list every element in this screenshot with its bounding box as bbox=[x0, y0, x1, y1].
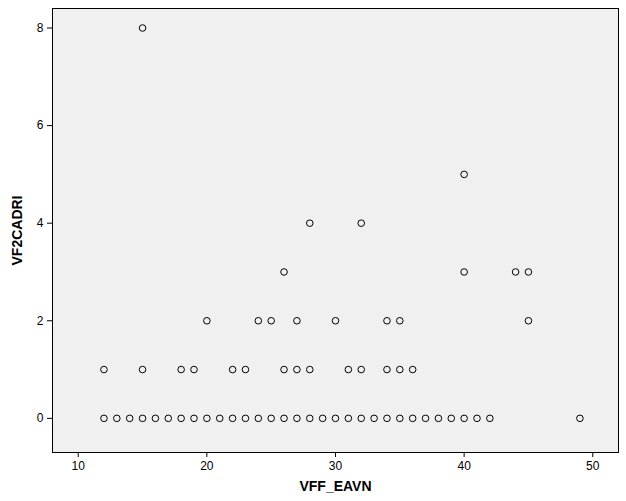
svg-text:10: 10 bbox=[72, 459, 86, 473]
svg-text:40: 40 bbox=[457, 459, 471, 473]
svg-text:50: 50 bbox=[586, 459, 600, 473]
svg-text:0: 0 bbox=[37, 411, 44, 425]
svg-text:4: 4 bbox=[37, 216, 44, 230]
svg-text:8: 8 bbox=[37, 21, 44, 35]
svg-text:VFF_EAVN: VFF_EAVN bbox=[299, 478, 371, 494]
svg-text:30: 30 bbox=[329, 459, 343, 473]
svg-text:2: 2 bbox=[37, 314, 44, 328]
svg-text:20: 20 bbox=[200, 459, 214, 473]
svg-text:VF2CADRI: VF2CADRI bbox=[9, 195, 25, 265]
svg-text:6: 6 bbox=[37, 118, 44, 132]
